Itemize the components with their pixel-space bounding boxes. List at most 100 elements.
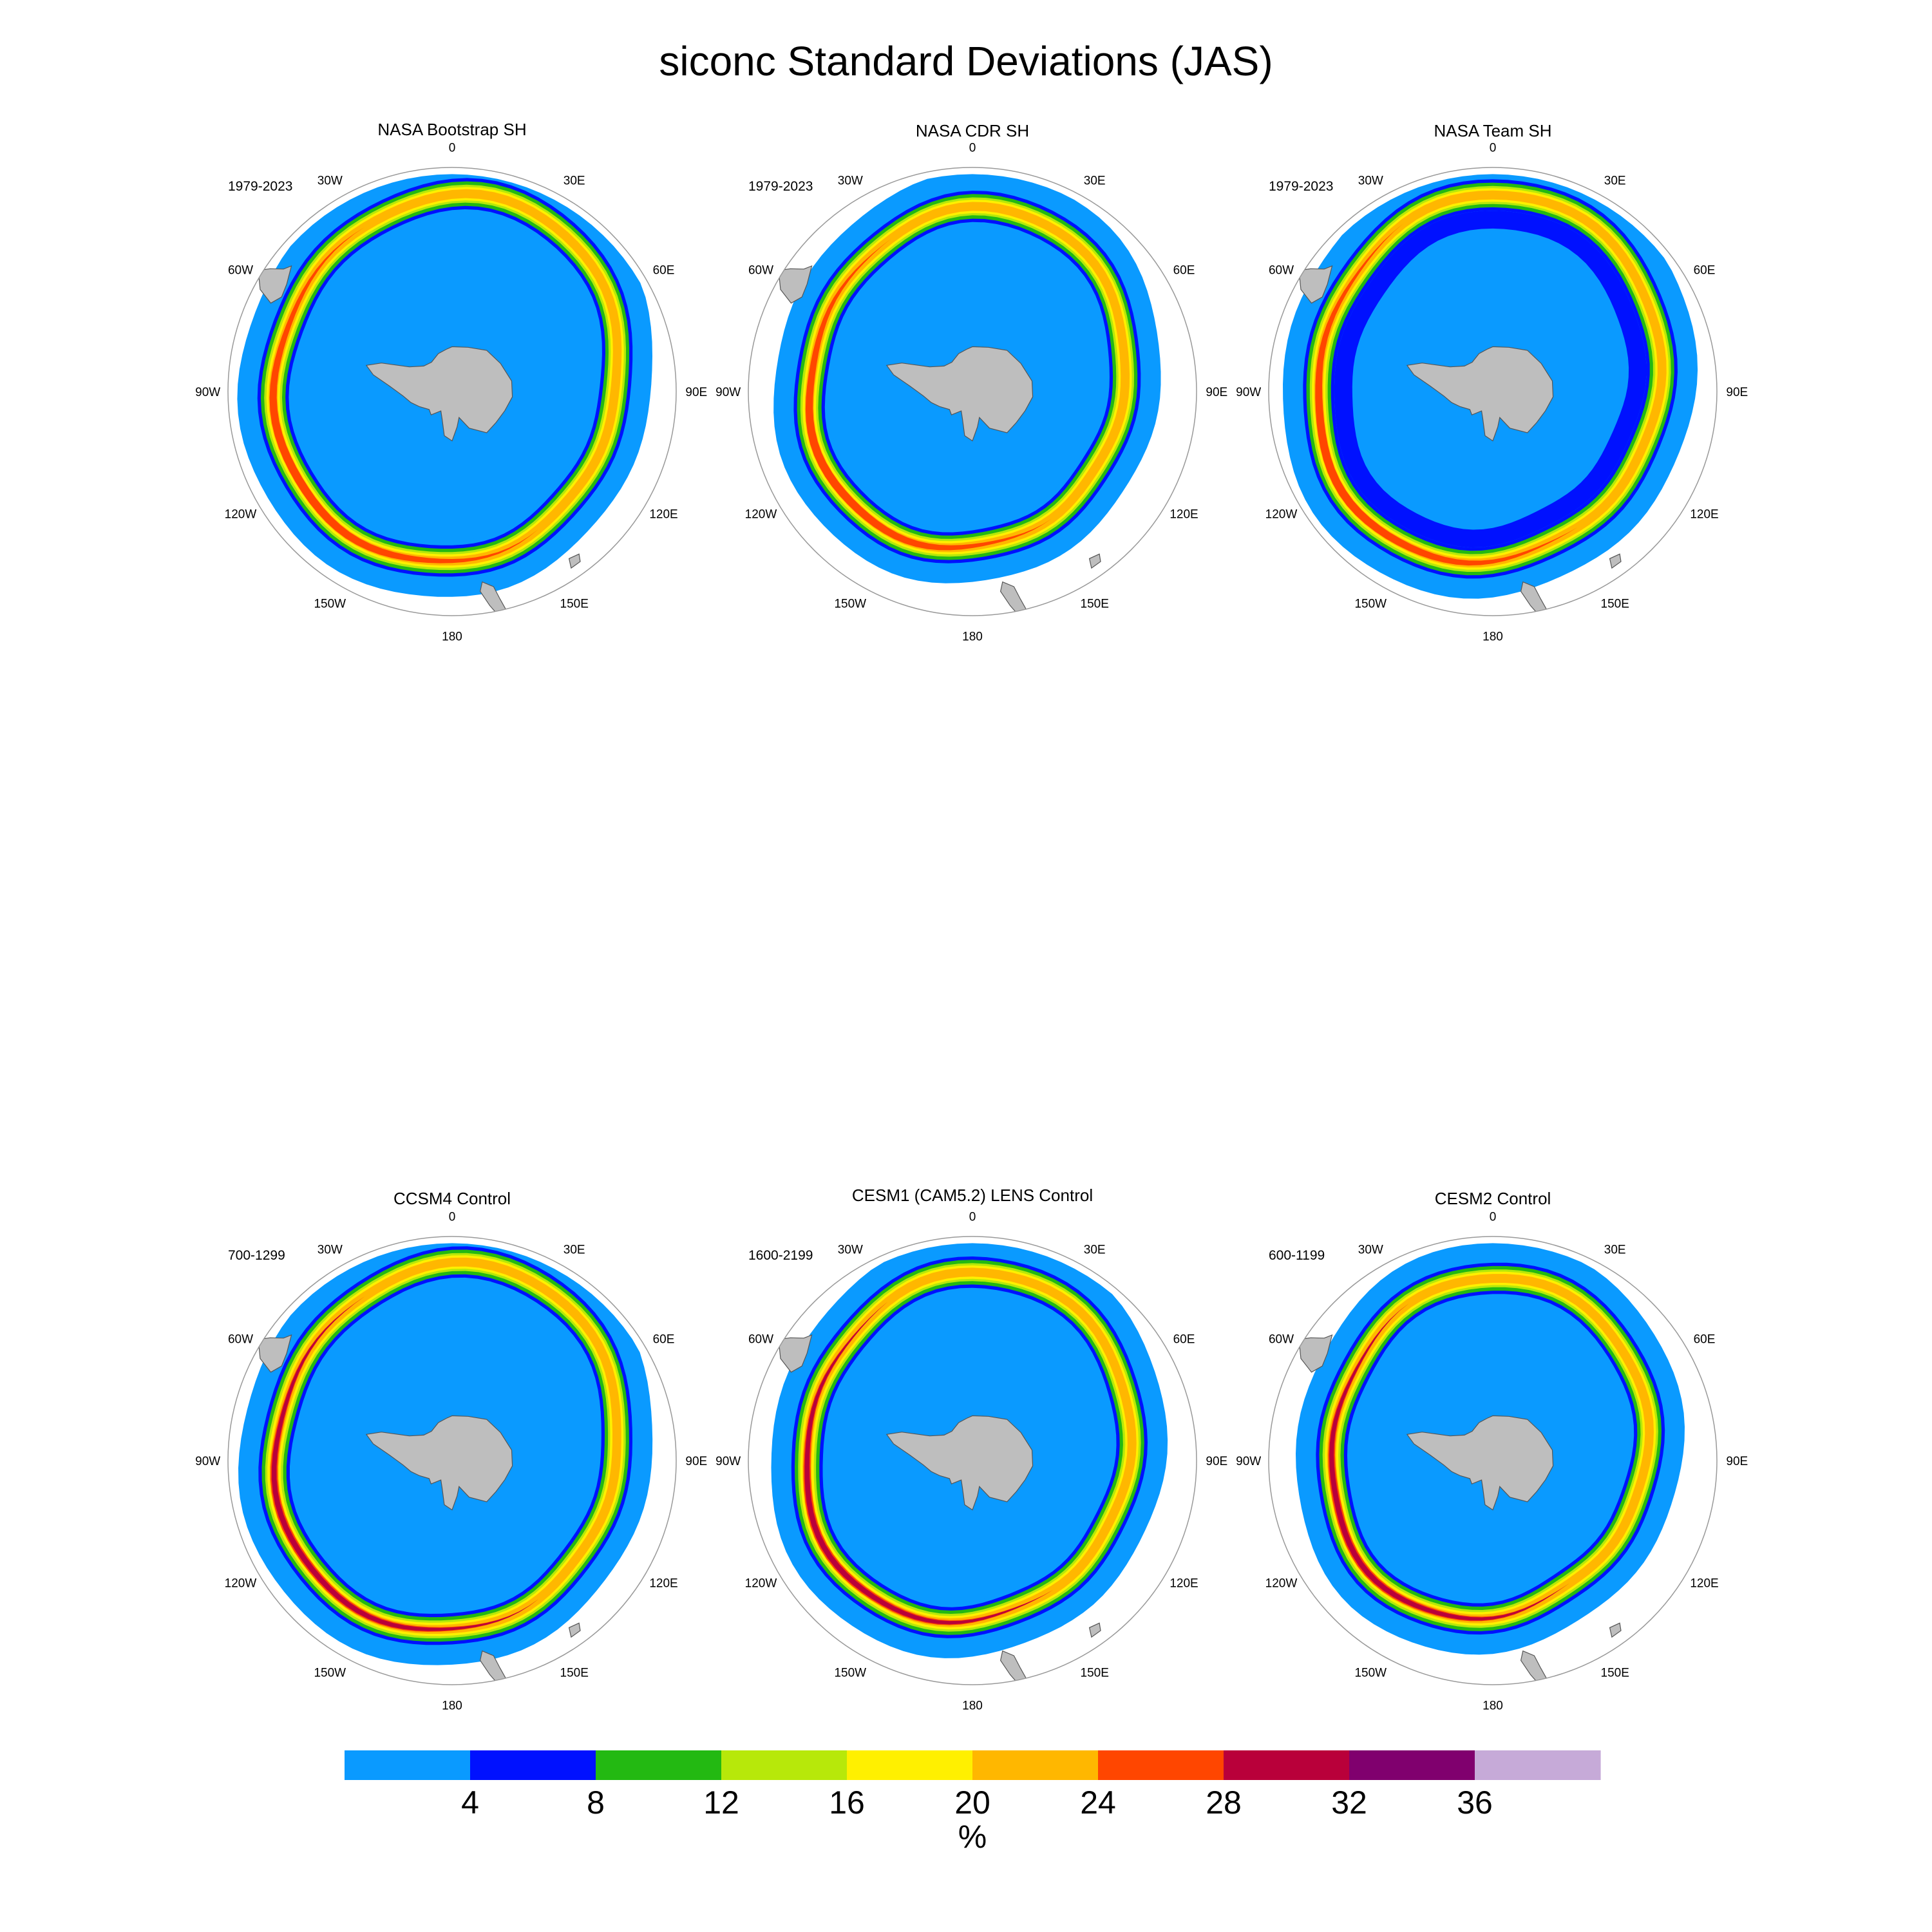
panel-period: 1979-2023: [1269, 179, 1333, 194]
longitude-label: 30E: [564, 1244, 585, 1257]
longitude-label: 60W: [228, 263, 253, 277]
longitude-label: 120W: [1265, 508, 1298, 522]
longitude-label: 90W: [195, 1455, 220, 1468]
panel-period: 600-1199: [1269, 1248, 1325, 1263]
longitude-label: 150E: [560, 598, 589, 611]
tasmania-land: [1088, 1622, 1101, 1638]
panel-period: 700-1299: [228, 1248, 285, 1263]
map-panel-5: 0 30E 60E 90E 120E 150E 180 150W 120W 90W 60W 30W CE…: [715, 1186, 1227, 1712]
colorbar-unit-label: %: [958, 1819, 987, 1855]
longitude-label: 120E: [1690, 508, 1718, 522]
longitude-label: 60W: [1269, 263, 1294, 277]
colorbar-tick-label: 32: [1331, 1785, 1367, 1821]
longitude-label: 180: [442, 630, 462, 643]
longitude-label: 120E: [1690, 1577, 1718, 1591]
colorbar: 4 8 12 16 20 24 28 32 36%: [345, 1750, 1601, 1855]
longitude-label: 30E: [1084, 1244, 1106, 1257]
map-panel-3: 0 30E 60E 90E 120E 150E 180 150W 120W 90W 60W 30W NA…: [1236, 121, 1748, 643]
colorbar-segment: [721, 1750, 848, 1780]
longitude-label: 60W: [1269, 1332, 1294, 1346]
longitude-label: 120W: [225, 508, 257, 522]
panel-period: 1600-2199: [748, 1248, 813, 1263]
tasmania-land: [568, 1622, 581, 1638]
antarctica-land: [886, 1415, 1034, 1511]
antarctica-land: [365, 346, 513, 442]
longitude-label: 150W: [834, 598, 866, 611]
antarctica-land: [886, 346, 1034, 442]
map-boundary-circle: [748, 167, 1197, 616]
longitude-label: 90E: [685, 1455, 707, 1468]
longitude-label: 120E: [1170, 508, 1198, 522]
longitude-label: 150E: [1601, 1667, 1629, 1680]
longitude-label: 30E: [1604, 175, 1626, 188]
longitude-label: 180: [962, 630, 983, 643]
longitude-label: 60W: [748, 263, 773, 277]
colorbar-tick-label: 36: [1457, 1785, 1493, 1821]
colorbar-tick-label: 20: [954, 1785, 990, 1821]
longitude-label: 90W: [715, 386, 741, 399]
longitude-label: 0: [449, 142, 456, 155]
colorbar-tick-label: 12: [703, 1785, 739, 1821]
longitude-label: 90E: [1726, 386, 1748, 399]
colorbar-segment: [1098, 1750, 1224, 1780]
figure-title: siconc Standard Deviations (JAS): [659, 38, 1273, 84]
tasmania-land: [568, 553, 581, 569]
colorbar-segment: [847, 1750, 973, 1780]
longitude-label: 30E: [564, 175, 585, 188]
longitude-label: 30E: [1604, 1244, 1626, 1257]
panel-period: 1979-2023: [748, 179, 813, 194]
longitude-label: 60E: [1694, 1332, 1716, 1346]
colorbar-tick-label: 28: [1206, 1785, 1242, 1821]
longitude-label: 180: [962, 1699, 983, 1712]
longitude-label: 150E: [1081, 1667, 1109, 1680]
longitude-label: 30W: [1358, 1244, 1383, 1257]
longitude-label: 60E: [653, 1332, 675, 1346]
colorbar-tick-label: 4: [461, 1785, 479, 1821]
longitude-label: 120E: [1170, 1577, 1198, 1591]
longitude-label: 60E: [1173, 263, 1195, 277]
longitude-label: 150W: [1354, 1667, 1387, 1680]
panel-title: CCSM4 Control: [393, 1189, 511, 1208]
longitude-label: 120W: [745, 1577, 777, 1591]
longitude-label: 150W: [1354, 598, 1387, 611]
longitude-label: 90W: [715, 1455, 741, 1468]
antarctica-land: [1406, 346, 1554, 442]
colorbar-segment: [1349, 1750, 1475, 1780]
south-america-land: [1298, 1334, 1333, 1373]
longitude-label: 30W: [317, 175, 343, 188]
colorbar-tick-label: 8: [587, 1785, 605, 1821]
longitude-label: 30W: [1358, 175, 1383, 188]
longitude-label: 150W: [314, 1667, 346, 1680]
longitude-label: 30W: [838, 1244, 863, 1257]
longitude-label: 0: [1490, 142, 1497, 155]
longitude-label: 90E: [1206, 386, 1227, 399]
map-boundary-circle: [227, 167, 677, 616]
panel-title: CESM1 (CAM5.2) LENS Control: [852, 1186, 1093, 1205]
map-panel-4: 0 30E 60E 90E 120E 150E 180 150W 120W 90W 60W 30W CC…: [195, 1189, 707, 1712]
tasmania-land: [1088, 553, 1101, 569]
longitude-label: 120E: [649, 508, 677, 522]
south-america-land: [258, 265, 292, 304]
colorbar-segment: [470, 1750, 596, 1780]
longitude-label: 0: [969, 142, 976, 155]
longitude-label: 60E: [1694, 263, 1716, 277]
longitude-label: 30E: [1084, 175, 1106, 188]
longitude-label: 30W: [838, 175, 863, 188]
longitude-label: 180: [1482, 1699, 1503, 1712]
longitude-label: 120W: [1265, 1577, 1298, 1591]
colorbar-tick-label: 16: [829, 1785, 865, 1821]
map-boundary-circle: [227, 1236, 677, 1685]
antarctica-land: [365, 1415, 513, 1511]
panel-title: CESM2 Control: [1435, 1189, 1551, 1208]
longitude-label: 180: [442, 1699, 462, 1712]
colorbar-segment: [972, 1750, 1099, 1780]
longitude-label: 150E: [1601, 598, 1629, 611]
longitude-label: 120E: [649, 1577, 677, 1591]
longitude-label: 90E: [685, 386, 707, 399]
map-panel-2: 0 30E 60E 90E 120E 150E 180 150W 120W 90W 60W 30W NA…: [715, 121, 1227, 643]
longitude-label: 60W: [748, 1332, 773, 1346]
panel-title: NASA Team SH: [1434, 121, 1551, 140]
panel-title: NASA Bootstrap SH: [377, 120, 526, 139]
longitude-label: 120W: [225, 1577, 257, 1591]
